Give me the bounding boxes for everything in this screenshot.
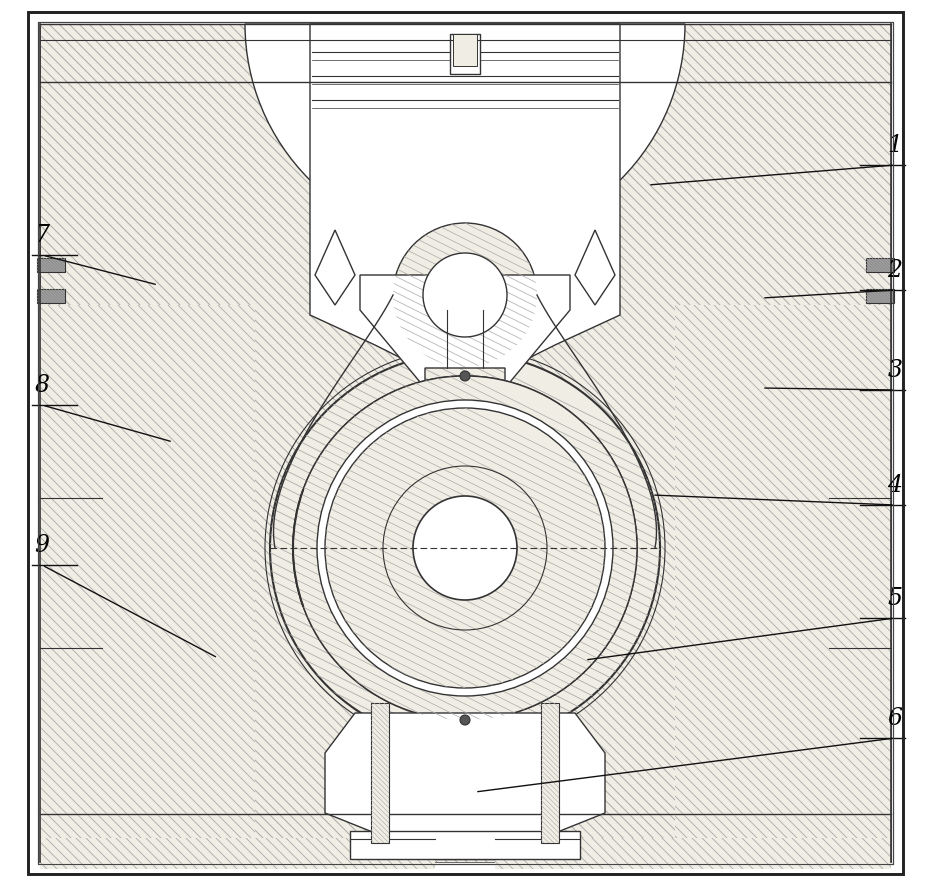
- Circle shape: [413, 496, 517, 600]
- Polygon shape: [310, 24, 620, 360]
- Polygon shape: [40, 838, 435, 869]
- Text: 8: 8: [34, 374, 49, 397]
- Text: 1: 1: [887, 133, 902, 156]
- Bar: [350, 831, 580, 859]
- Circle shape: [270, 353, 660, 743]
- Circle shape: [423, 253, 507, 337]
- Text: 9: 9: [34, 534, 49, 557]
- Polygon shape: [495, 838, 891, 869]
- Polygon shape: [40, 24, 891, 862]
- Circle shape: [460, 371, 470, 381]
- Polygon shape: [541, 703, 559, 843]
- Polygon shape: [37, 289, 65, 303]
- Circle shape: [460, 715, 470, 725]
- Polygon shape: [325, 713, 605, 833]
- Text: 5: 5: [887, 586, 902, 609]
- Polygon shape: [360, 275, 570, 388]
- Circle shape: [325, 408, 605, 688]
- Bar: [435, 833, 495, 859]
- Bar: [453, 34, 477, 66]
- Circle shape: [393, 223, 537, 367]
- Circle shape: [293, 376, 637, 720]
- Polygon shape: [371, 703, 389, 843]
- Bar: [450, 34, 480, 74]
- Polygon shape: [866, 289, 894, 303]
- Polygon shape: [675, 305, 891, 838]
- Polygon shape: [37, 258, 65, 272]
- Polygon shape: [866, 258, 894, 272]
- Text: 3: 3: [887, 359, 902, 382]
- Text: 2: 2: [887, 258, 902, 281]
- Circle shape: [293, 376, 637, 720]
- Text: 7: 7: [34, 224, 49, 247]
- Polygon shape: [40, 305, 255, 838]
- Text: 6: 6: [887, 707, 902, 730]
- Polygon shape: [315, 230, 355, 305]
- Wedge shape: [245, 24, 685, 244]
- Text: 4: 4: [887, 473, 902, 496]
- Circle shape: [317, 400, 613, 696]
- Polygon shape: [575, 230, 615, 305]
